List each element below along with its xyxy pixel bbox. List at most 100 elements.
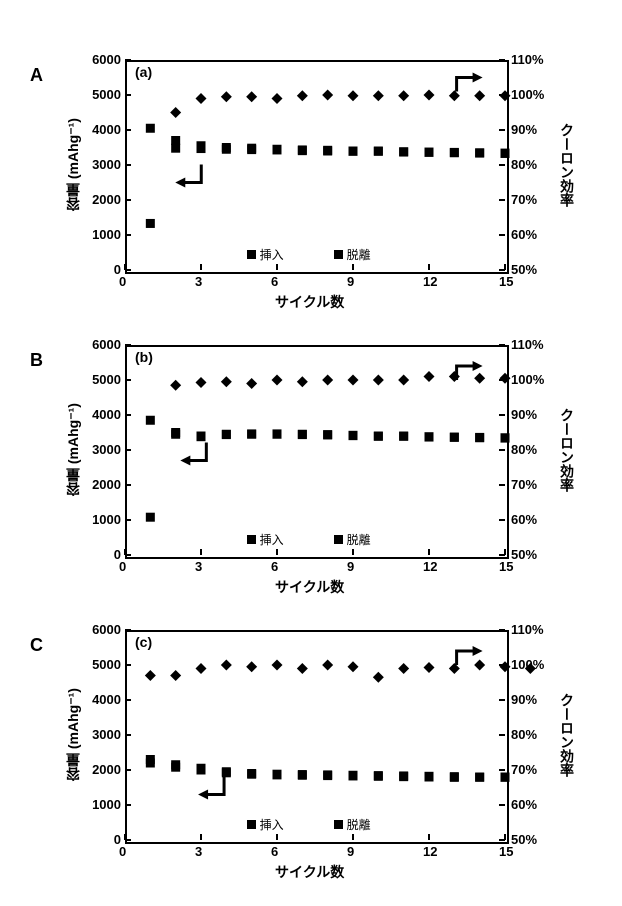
x-tick <box>276 264 278 270</box>
legend-text: 脱離 <box>347 246 371 263</box>
legend: 挿入脱離 <box>247 816 371 833</box>
y1-tick <box>125 664 131 666</box>
legend-square-icon <box>334 535 343 544</box>
y2-tick <box>499 344 505 346</box>
x-tick-label: 3 <box>195 844 202 859</box>
y1-axis-label: 容量 (mAhg⁻¹) <box>63 680 83 790</box>
y2-tick-label: 60% <box>511 797 537 812</box>
y2-tick <box>499 59 505 61</box>
subplot-inner-label: (a) <box>135 64 152 80</box>
y2-tick-label: 90% <box>511 692 537 707</box>
y2-tick <box>499 199 505 201</box>
y2-tick <box>499 804 505 806</box>
y1-tick-label: 6000 <box>92 337 121 352</box>
x-tick-label: 3 <box>195 559 202 574</box>
x-tick-label: 6 <box>271 274 278 289</box>
legend-item: 挿入 <box>247 246 284 263</box>
y2-tick-label: 80% <box>511 727 537 742</box>
x-tick <box>124 834 126 840</box>
x-tick <box>352 834 354 840</box>
y2-tick-label: 50% <box>511 262 537 277</box>
subplot-inner-label: (c) <box>135 634 152 650</box>
y2-tick <box>499 164 505 166</box>
y1-tick <box>125 414 131 416</box>
x-tick-label: 15 <box>499 274 513 289</box>
legend: 挿入 脱離 <box>247 531 371 548</box>
x-tick-label: 6 <box>271 559 278 574</box>
y1-tick-label: 3000 <box>92 442 121 457</box>
x-axis-label: サイクル数 <box>275 577 344 597</box>
x-tick-label: 9 <box>347 559 354 574</box>
x-tick <box>504 834 506 840</box>
x-tick <box>200 549 202 555</box>
y2-tick <box>499 234 505 236</box>
y1-tick <box>125 484 131 486</box>
y2-tick-label: 80% <box>511 442 537 457</box>
x-tick <box>200 834 202 840</box>
legend-text: 挿入 <box>260 246 284 263</box>
x-tick-label: 9 <box>347 274 354 289</box>
y2-tick <box>499 519 505 521</box>
x-axis-label: サイクル数 <box>275 292 344 312</box>
y1-tick-label: 6000 <box>92 52 121 67</box>
y2-tick-label: 70% <box>511 192 537 207</box>
y2-tick-label: 90% <box>511 122 537 137</box>
y2-tick <box>499 484 505 486</box>
y1-tick-label: 4000 <box>92 692 121 707</box>
y2-tick-label: 100% <box>511 87 544 102</box>
x-tick <box>428 264 430 270</box>
x-tick <box>428 549 430 555</box>
y1-tick-label: 4000 <box>92 122 121 137</box>
y1-tick-label: 5000 <box>92 372 121 387</box>
panel-letter: A <box>30 65 43 86</box>
y1-tick <box>125 129 131 131</box>
y1-tick <box>125 699 131 701</box>
y2-tick-label: 70% <box>511 477 537 492</box>
y2-tick-label: 50% <box>511 547 537 562</box>
y1-tick <box>125 59 131 61</box>
plot-frame <box>125 345 509 559</box>
y2-tick <box>499 414 505 416</box>
y2-tick-label: 100% <box>511 657 544 672</box>
y2-axis-label: クーロン効率 <box>557 115 577 215</box>
y2-tick <box>499 379 505 381</box>
panel-letter: C <box>30 635 43 656</box>
y1-tick-label: 2000 <box>92 762 121 777</box>
y2-tick-label: 60% <box>511 227 537 242</box>
y2-tick-label: 110% <box>511 622 544 637</box>
y2-tick <box>499 734 505 736</box>
y2-tick-label: 60% <box>511 512 537 527</box>
y2-tick <box>499 94 505 96</box>
legend-text: 脱離 <box>347 531 371 548</box>
y1-tick <box>125 449 131 451</box>
y1-tick-label: 5000 <box>92 87 121 102</box>
y1-tick-label: 2000 <box>92 192 121 207</box>
legend-item: 挿入 <box>247 531 284 548</box>
x-tick <box>428 834 430 840</box>
y1-tick <box>125 164 131 166</box>
y1-tick-label: 5000 <box>92 657 121 672</box>
y1-tick <box>125 519 131 521</box>
y1-tick <box>125 199 131 201</box>
y1-tick-label: 3000 <box>92 157 121 172</box>
y1-tick <box>125 629 131 631</box>
legend-text: 挿入 <box>260 531 284 548</box>
legend-square-icon <box>247 820 256 829</box>
legend-square-icon <box>247 250 256 259</box>
x-tick <box>200 264 202 270</box>
legend: 挿入 脱離 <box>247 246 371 263</box>
x-tick <box>124 264 126 270</box>
y2-tick <box>499 699 505 701</box>
x-tick-label: 15 <box>499 559 513 574</box>
y1-tick-label: 1000 <box>92 512 121 527</box>
y1-tick-label: 1000 <box>92 797 121 812</box>
y2-tick <box>499 629 505 631</box>
x-tick-label: 9 <box>347 844 354 859</box>
legend-square-icon <box>247 535 256 544</box>
y1-tick <box>125 769 131 771</box>
y1-tick-label: 1000 <box>92 227 121 242</box>
y2-tick <box>499 129 505 131</box>
y1-tick <box>125 234 131 236</box>
x-tick <box>352 264 354 270</box>
x-tick <box>124 549 126 555</box>
